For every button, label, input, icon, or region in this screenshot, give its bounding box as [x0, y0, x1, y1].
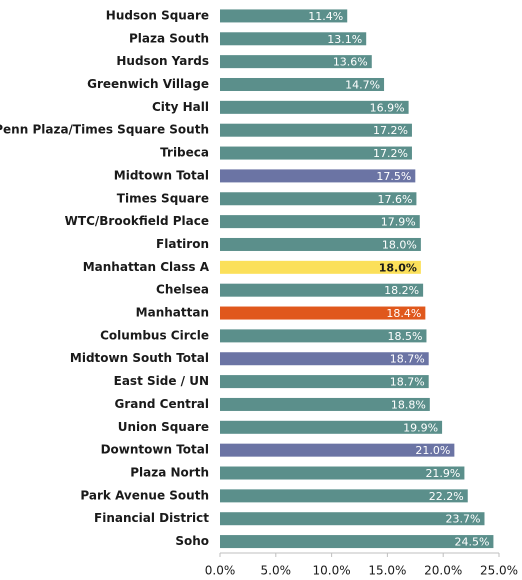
- category-label: Midtown Total: [114, 168, 209, 182]
- category-label: Financial District: [94, 511, 209, 525]
- value-label: 14.7%: [345, 78, 380, 91]
- value-label: 24.5%: [454, 536, 489, 549]
- bar: [220, 489, 468, 503]
- x-tick-label: 5.0%: [261, 564, 292, 578]
- x-tick-label: 0.0%: [205, 564, 236, 578]
- value-label: 18.8%: [391, 398, 426, 411]
- bar: [220, 283, 424, 297]
- category-label: Penn Plaza/Times Square South: [0, 123, 209, 137]
- category-label: Union Square: [118, 420, 209, 434]
- value-label: 19.9%: [403, 421, 438, 434]
- value-label: 17.9%: [381, 216, 416, 229]
- bar: [220, 466, 465, 480]
- bar: [220, 123, 412, 137]
- value-label: 13.6%: [333, 56, 368, 69]
- bar: [220, 32, 367, 46]
- value-label: 18.0%: [379, 261, 417, 274]
- bar: [220, 9, 348, 23]
- bar: [220, 192, 417, 206]
- category-label: Hudson Square: [106, 8, 209, 22]
- bar: [220, 512, 485, 526]
- category-label: Greenwich Village: [87, 77, 209, 91]
- category-label: Plaza North: [130, 466, 209, 480]
- bar: [220, 443, 455, 457]
- category-label: Columbus Circle: [100, 328, 209, 342]
- category-label: Soho: [175, 534, 209, 548]
- value-label: 13.1%: [327, 33, 362, 46]
- value-label: 23.7%: [446, 513, 481, 526]
- value-label: 21.9%: [425, 467, 460, 480]
- category-label: Chelsea: [156, 283, 209, 297]
- bar: [220, 329, 427, 343]
- bar: [220, 352, 429, 366]
- category-label: City Hall: [152, 100, 209, 114]
- category-label: Park Avenue South: [80, 488, 209, 502]
- x-tick-label: 20.0%: [424, 564, 462, 578]
- bar: [220, 146, 412, 160]
- bar: [220, 169, 416, 183]
- value-label: 11.4%: [308, 10, 343, 23]
- value-label: 17.5%: [376, 170, 411, 183]
- value-label: 18.4%: [386, 307, 421, 320]
- bar: [220, 77, 385, 91]
- value-label: 22.2%: [429, 490, 464, 503]
- category-label: Times Square: [117, 191, 209, 205]
- value-label: 21.0%: [415, 444, 450, 457]
- value-label: 18.7%: [390, 376, 425, 389]
- category-label: Manhattan: [136, 306, 209, 320]
- category-label: Plaza South: [129, 31, 209, 45]
- x-tick-label: 25.0%: [480, 564, 518, 578]
- bar: [220, 535, 494, 549]
- bar: [220, 375, 429, 389]
- bar: [220, 100, 409, 114]
- value-label: 17.6%: [377, 193, 412, 206]
- bar: [220, 55, 372, 69]
- x-tick-label: 10.0%: [313, 564, 351, 578]
- bar: [220, 237, 421, 251]
- bar: [220, 397, 430, 411]
- category-label: Midtown South Total: [70, 351, 209, 365]
- category-label: Flatiron: [156, 237, 209, 251]
- value-label: 17.2%: [373, 124, 408, 137]
- category-label: Grand Central: [114, 397, 209, 411]
- category-label: East Side / UN: [114, 374, 209, 388]
- category-label: Hudson Yards: [116, 54, 209, 68]
- category-label: Downtown Total: [101, 443, 209, 457]
- value-label: 17.2%: [373, 147, 408, 160]
- value-label: 18.2%: [384, 284, 419, 297]
- category-label: WTC/Brookfield Place: [65, 214, 209, 228]
- bar: [220, 260, 421, 274]
- bar: [220, 215, 420, 229]
- bar: [220, 306, 426, 320]
- value-label: 18.0%: [382, 238, 417, 251]
- category-label: Tribeca: [160, 146, 209, 160]
- bar: [220, 420, 443, 434]
- value-label: 18.7%: [390, 353, 425, 366]
- category-label: Manhattan Class A: [83, 260, 210, 274]
- value-label: 18.5%: [388, 330, 423, 343]
- value-label: 16.9%: [370, 101, 405, 114]
- x-tick-label: 15.0%: [368, 564, 406, 578]
